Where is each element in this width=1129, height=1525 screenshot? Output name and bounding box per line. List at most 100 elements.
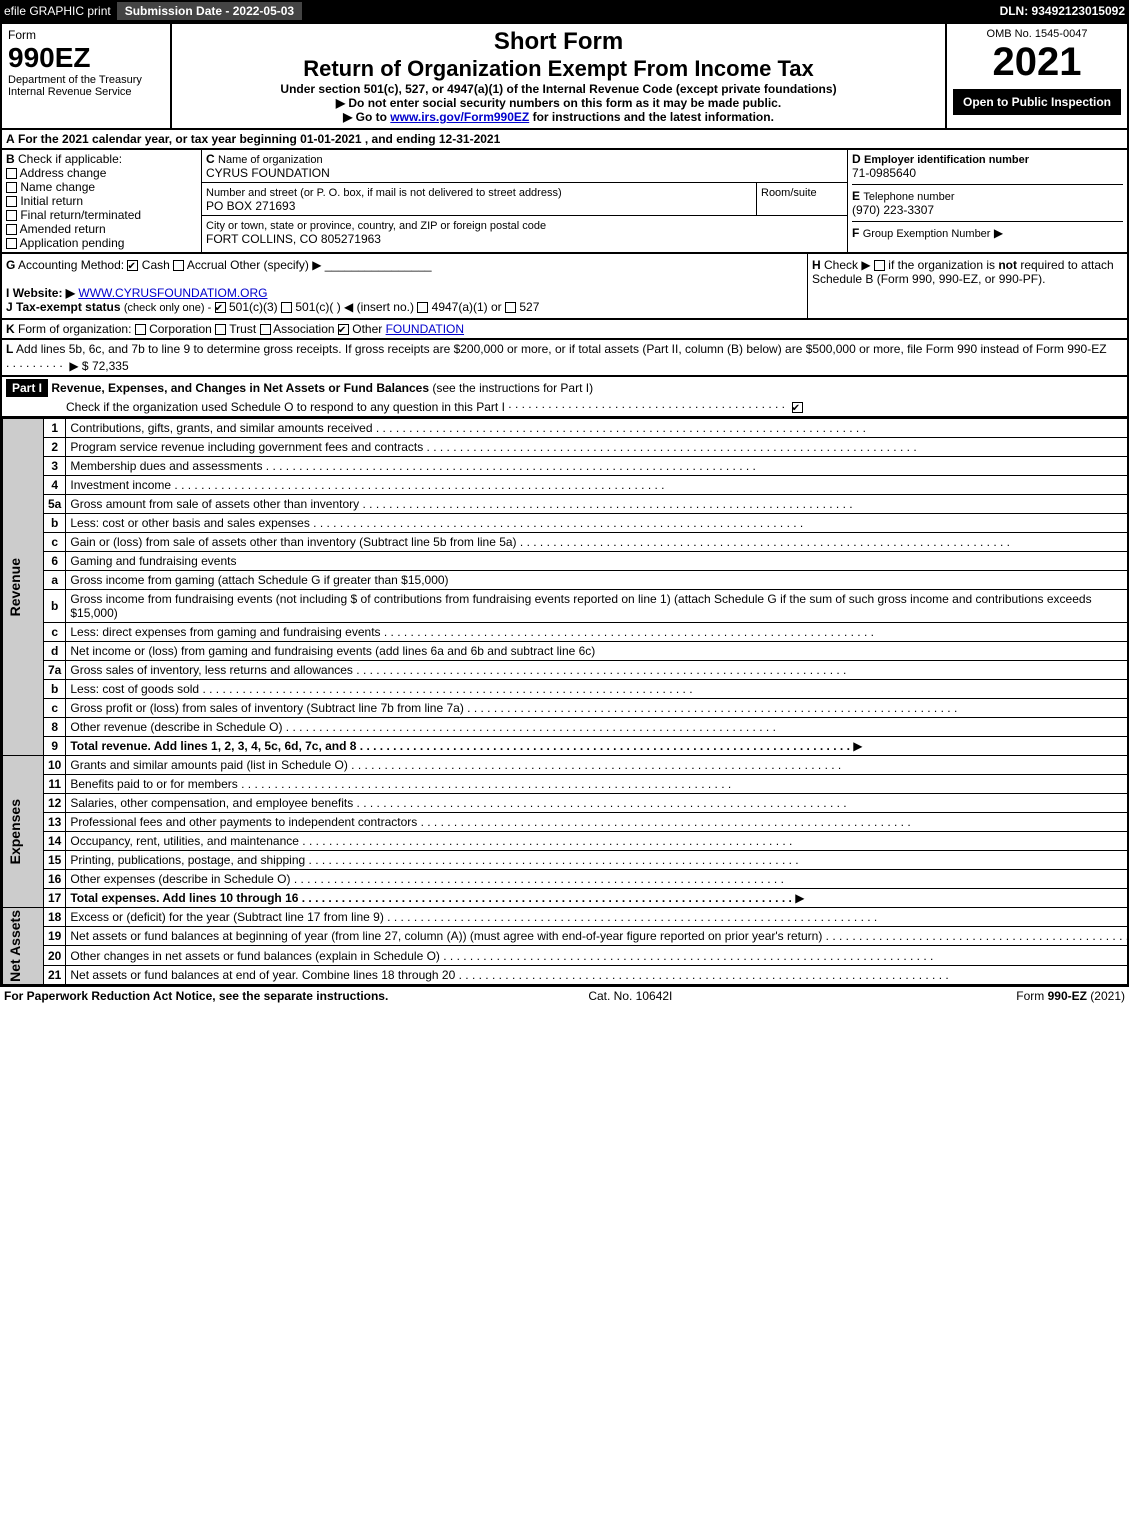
footer-form: 990-EZ	[1048, 989, 1087, 1003]
f-arrow: ▶	[994, 226, 1003, 240]
lines-table: Revenue 1 Contributions, gifts, grants, …	[0, 418, 1129, 987]
letter-a: A	[6, 132, 15, 146]
short-form-title: Short Form	[178, 28, 939, 56]
section-def: D Employer identification number 71-0985…	[847, 150, 1127, 252]
lbl-trust: Trust	[229, 322, 256, 336]
part1-header: Part I Revenue, Expenses, and Changes in…	[0, 377, 1129, 418]
l20-t: Other changes in net assets or fund bala…	[70, 949, 933, 963]
section-c: C Name of organization CYRUS FOUNDATION …	[202, 150, 847, 252]
lbl-final: Final return/terminated	[20, 208, 141, 222]
l-text: Add lines 5b, 6c, and 7b to line 9 to de…	[16, 342, 1107, 356]
l-amount: 72,335	[92, 359, 129, 373]
chk-501c3[interactable]	[215, 302, 226, 313]
section-k: K Form of organization: Corporation Trus…	[0, 320, 1129, 340]
section-l: L Add lines 5b, 6c, and 7b to line 9 to …	[0, 340, 1129, 377]
c-name-label: Name of organization	[218, 154, 323, 166]
l9-t: Total revenue. Add lines 1, 2, 3, 4, 5c,…	[70, 739, 850, 753]
l15-t: Printing, publications, postage, and shi…	[70, 853, 798, 867]
h-not: not	[998, 258, 1017, 272]
chk-trust[interactable]	[215, 324, 226, 335]
other-org-value: FOUNDATION	[386, 322, 464, 336]
l11-n: 11	[44, 775, 66, 794]
ein: 71-0985640	[852, 166, 916, 180]
note-2: ▶ Go to www.irs.gov/Form990EZ for instru…	[178, 110, 939, 124]
l5a-t: Gross amount from sale of assets other t…	[70, 497, 852, 511]
period-begin: 01-01-2021	[300, 132, 361, 146]
vlabel-revenue: Revenue	[7, 558, 23, 616]
phone: (970) 223-3307	[852, 203, 934, 217]
l11-t: Benefits paid to or for members	[70, 777, 731, 791]
period-prefix: For the 2021 calendar year, or tax year …	[18, 132, 300, 146]
irs-link[interactable]: www.irs.gov/Form990EZ	[390, 110, 529, 124]
h-text2: if the organization is	[888, 258, 998, 272]
tax-year: 2021	[953, 40, 1121, 85]
letter-b: B	[6, 152, 15, 166]
chk-501c[interactable]	[281, 302, 292, 313]
l6b-n: b	[44, 590, 66, 623]
lbl-corp: Corporation	[149, 322, 212, 336]
vlabel-netassets: Net Assets	[7, 910, 23, 982]
lbl-other-org: Other	[352, 322, 382, 336]
l-dots	[6, 356, 66, 370]
section-bcdef: B Check if applicable: Address change Na…	[0, 150, 1129, 254]
l7c-n: c	[44, 699, 66, 718]
l-arrow: ▶ $	[69, 359, 88, 373]
chk-name-change[interactable]	[6, 182, 17, 193]
l1-n: 1	[44, 419, 66, 438]
chk-amended[interactable]	[6, 224, 17, 235]
chk-pending[interactable]	[6, 238, 17, 249]
chk-address-change[interactable]	[6, 168, 17, 179]
letter-f: F	[852, 226, 859, 240]
l9-arrow: ▶	[853, 739, 862, 753]
chk-assoc[interactable]	[260, 324, 271, 335]
f-label: Group Exemption Number	[863, 228, 991, 240]
chk-other-org[interactable]	[338, 324, 349, 335]
chk-final[interactable]	[6, 210, 17, 221]
l5b-t: Less: cost or other basis and sales expe…	[70, 516, 803, 530]
chk-accrual[interactable]	[173, 260, 184, 271]
chk-corp[interactable]	[135, 324, 146, 335]
chk-527[interactable]	[505, 302, 516, 313]
l5a-n: 5a	[44, 495, 66, 514]
omb: OMB No. 1545-0047	[953, 28, 1121, 40]
chk-part1-scho[interactable]	[792, 402, 803, 413]
l18-t: Excess or (deficit) for the year (Subtra…	[70, 910, 877, 924]
website[interactable]: WWW.CYRUSFOUNDATIOM.ORG	[78, 286, 267, 300]
l5c-n: c	[44, 533, 66, 552]
part1-dots	[508, 397, 788, 411]
page-footer: For Paperwork Reduction Act Notice, see …	[0, 987, 1129, 1005]
l7b-t: Less: cost of goods sold	[70, 682, 692, 696]
chk-h[interactable]	[874, 260, 885, 271]
letter-e: E	[852, 189, 860, 203]
l16-n: 16	[44, 870, 66, 889]
d-label: Employer identification number	[864, 154, 1029, 166]
dln: DLN: 93492123015092	[1000, 4, 1125, 18]
part1-title: Revenue, Expenses, and Changes in Net As…	[51, 381, 429, 395]
l18-n: 18	[44, 908, 66, 927]
footer-right-suffix: (2021)	[1087, 989, 1125, 1003]
l19-t: Net assets or fund balances at beginning…	[70, 929, 1129, 943]
c-street-label: Number and street (or P. O. box, if mail…	[206, 187, 562, 199]
g-label: Accounting Method:	[18, 258, 124, 272]
header-center: Short Form Return of Organization Exempt…	[172, 24, 947, 128]
b-heading: Check if applicable:	[18, 152, 122, 166]
period-mid: , and ending	[365, 132, 439, 146]
note-1: ▶ Do not enter social security numbers o…	[178, 96, 939, 110]
l2-t: Program service revenue including govern…	[70, 440, 916, 454]
lbl-accrual: Accrual	[187, 258, 227, 272]
period-end: 12-31-2021	[439, 132, 500, 146]
footer-left: For Paperwork Reduction Act Notice, see …	[4, 989, 388, 1003]
l8-t: Other revenue (describe in Schedule O)	[70, 720, 776, 734]
part1-note: (see the instructions for Part I)	[432, 381, 593, 395]
chk-initial[interactable]	[6, 196, 17, 207]
chk-cash[interactable]	[127, 260, 138, 271]
lbl-501c3: 501(c)(3)	[229, 300, 278, 314]
section-a: A For the 2021 calendar year, or tax yea…	[0, 130, 1129, 150]
c-room-label: Room/suite	[761, 187, 817, 199]
form-header: Form 990EZ Department of the Treasury In…	[0, 22, 1129, 130]
lbl-other-method: Other (specify) ▶	[230, 258, 321, 272]
org-street: PO BOX 271693	[206, 199, 295, 213]
chk-4947[interactable]	[417, 302, 428, 313]
lbl-4947: 4947(a)(1) or	[432, 300, 502, 314]
letter-l: L	[6, 342, 13, 356]
